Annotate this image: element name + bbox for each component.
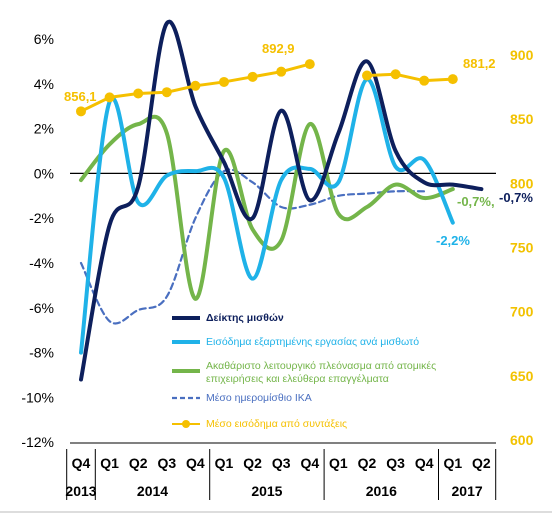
data-label: -2,2% (436, 233, 470, 248)
data-label: 881,2 (463, 56, 496, 71)
left-tick-label: 2% (34, 121, 54, 137)
quarter-label: Q3 (386, 455, 405, 471)
right-tick-label: 750 (510, 240, 534, 256)
quarter-label: Q4 (300, 455, 319, 471)
left-tick-label: 4% (34, 76, 54, 92)
legend-label: Εισόδημα εξαρτημένης εργασίας ανά μισθωτ… (206, 336, 419, 348)
legend: Δείκτης μισθών Εισόδημα εξαρτημένης εργασ… (172, 312, 436, 430)
pension-marker (104, 92, 115, 103)
pension-marker (447, 74, 458, 85)
data-label: -0,7% (499, 190, 533, 205)
left-tick-label: -8% (29, 345, 54, 361)
pension-marker (304, 59, 315, 70)
pension-marker (161, 87, 172, 98)
quarter-label: Q4 (72, 455, 91, 471)
series-line-pension (366, 72, 453, 83)
quarter-label: Q3 (272, 455, 291, 471)
data-label: -0,7%, (457, 194, 495, 209)
quarter-label: Q2 (358, 455, 377, 471)
series-lines (76, 19, 484, 382)
left-tick-label: 6% (34, 31, 54, 47)
pension-marker (362, 70, 372, 81)
legend-label: επιχειρήσεις και ελεύθερα επαγγέλματα (206, 373, 389, 385)
year-label: 2017 (452, 483, 483, 499)
left-tick-label: 0% (34, 165, 54, 181)
right-tick-label: 800 (510, 175, 534, 191)
legend-label: Δείκτης μισθών (206, 312, 284, 324)
legend-label: Ακαθάριστο λειτουργικό πλεόνασμα από ατο… (206, 360, 436, 372)
right-tick-label: 600 (510, 432, 534, 448)
series-line-3 (79, 168, 426, 325)
left-tick-label: -10% (21, 389, 54, 405)
right-tick-label: 700 (510, 304, 534, 320)
legend-label: Μέσο ημερομίσθιο ΙΚΑ (206, 392, 312, 404)
pension-marker (219, 76, 229, 87)
quarter-label: Q2 (243, 455, 262, 471)
quarter-label: Q1 (100, 455, 119, 471)
pension-marker (133, 88, 144, 99)
pension-marker (419, 75, 430, 86)
legend-label: Μέσο εισόδημα από συντάξεις (206, 418, 347, 430)
pension-marker (190, 80, 201, 91)
quarter-label: Q1 (329, 455, 348, 471)
year-label: 2014 (137, 483, 168, 499)
left-tick-label: -6% (29, 300, 54, 316)
year-label: 2016 (366, 483, 397, 499)
pension-marker (247, 71, 258, 82)
data-label: 856,1 (64, 89, 97, 104)
quarter-label: Q4 (186, 455, 205, 471)
quarter-label: Q2 (472, 455, 491, 471)
pension-marker (76, 106, 86, 117)
right-tick-label: 850 (510, 111, 534, 127)
quarter-label: Q1 (215, 455, 234, 471)
left-tick-label: -2% (29, 210, 54, 226)
pension-marker (276, 66, 287, 77)
right-tick-label: 900 (510, 47, 534, 63)
right-axis-ticks: 900 850 800 750 700 650 600 (510, 47, 534, 448)
quarter-label: Q2 (129, 455, 148, 471)
pension-marker (390, 69, 401, 80)
left-axis-ticks: 6% 4% 2% 0% -2% -4% -6% -8% -10% -12% (21, 31, 54, 450)
quarter-label: Q4 (415, 455, 434, 471)
left-tick-label: -4% (29, 255, 54, 271)
legend-swatch-marker (182, 420, 190, 428)
series-line-0 (79, 19, 484, 382)
year-label: 2013 (65, 483, 96, 499)
quarter-label: Q1 (443, 455, 462, 471)
left-tick-label: -12% (21, 434, 54, 450)
x-axis: Q4 Q1 Q2 Q3 Q4 Q1 Q2 Q3 Q4 Q1 Q2 Q3 Q4 Q1 Q2 2013 2014 20… (65, 449, 497, 500)
data-labels: -0,7% -0,7%, -2,2% 856,1 892,9 881,2 (64, 41, 533, 248)
series-line-2 (79, 114, 455, 301)
data-label: 892,9 (262, 41, 295, 56)
series-line-1 (79, 77, 455, 355)
year-label: 2015 (251, 483, 282, 499)
quarter-label: Q3 (157, 455, 176, 471)
right-tick-label: 650 (510, 368, 534, 384)
